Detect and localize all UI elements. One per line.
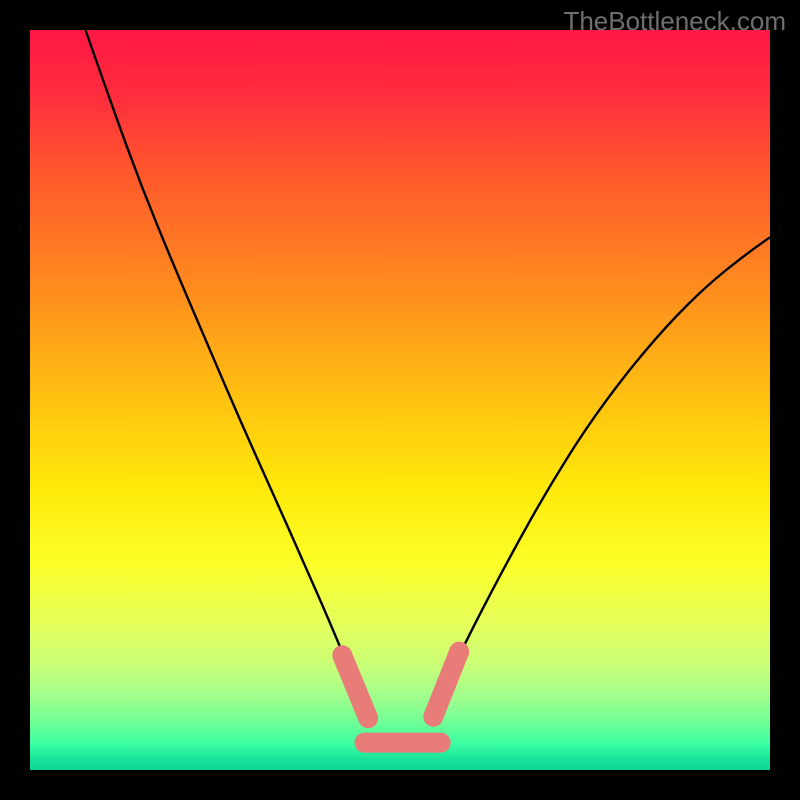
watermark-text: TheBottleneck.com [563,6,786,37]
chart-svg [0,0,800,800]
stage: TheBottleneck.com [0,0,800,800]
plot-background [30,30,770,770]
